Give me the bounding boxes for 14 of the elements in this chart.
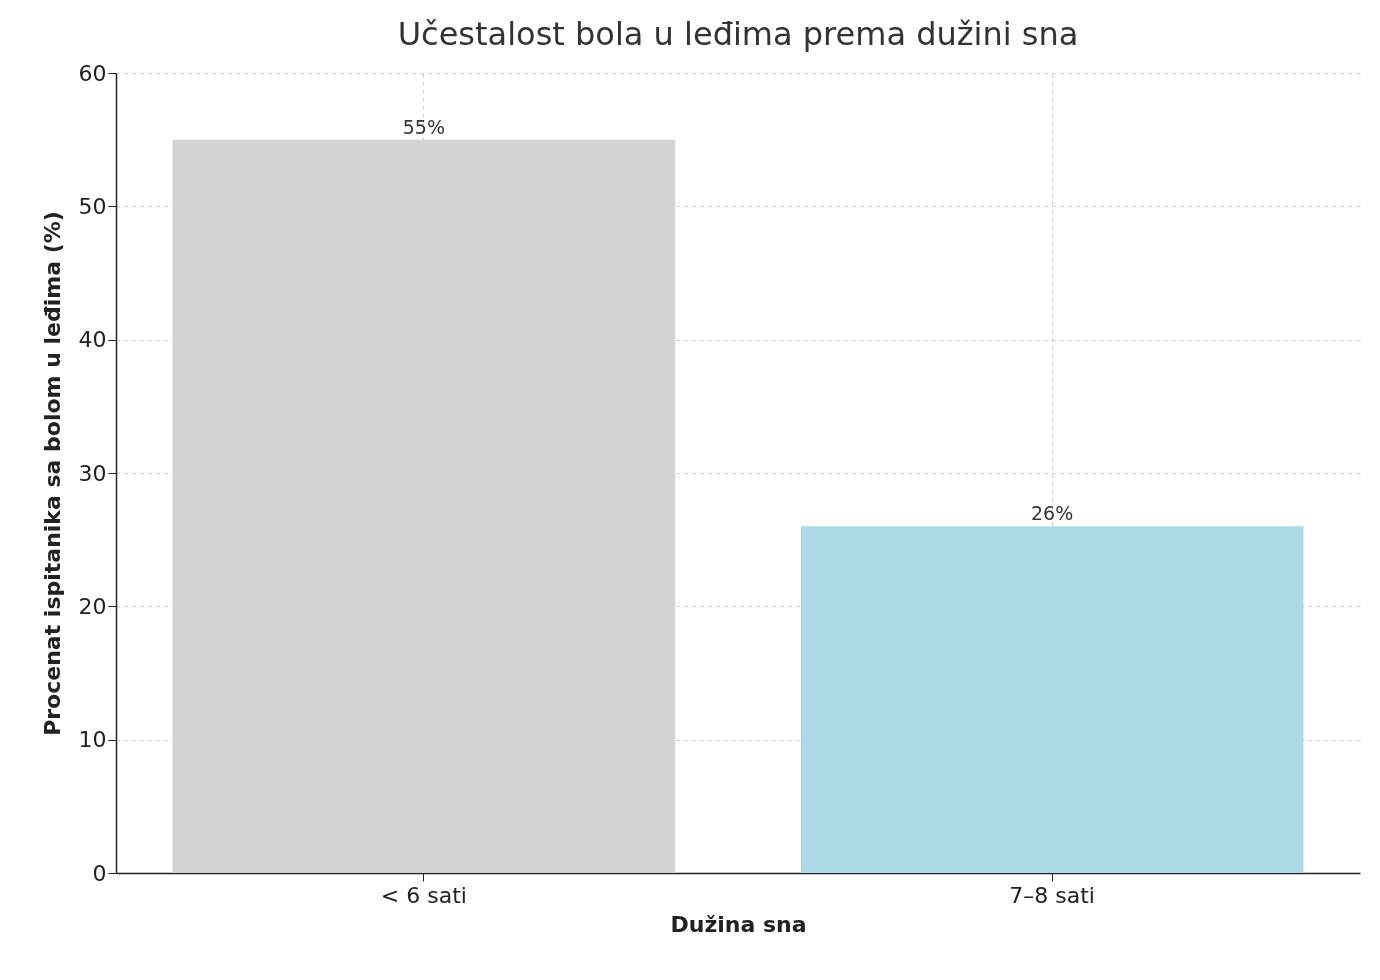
y-axis-title: Procenat ispitanika sa bolom u leđima (%)	[39, 211, 65, 736]
chart-title: Učestalost bola u leđima prema dužini sna	[397, 15, 1079, 53]
data-label: 55%	[402, 115, 445, 138]
y-tick-label: 40	[78, 327, 107, 353]
x-tick-label: < 6 sati	[380, 882, 467, 908]
data-label: 26%	[1031, 502, 1074, 525]
y-tick-label: 0	[92, 860, 107, 886]
y-tick-label: 20	[78, 593, 107, 619]
y-tick-label: 50	[78, 193, 107, 219]
x-tick-label: 7–8 sati	[1009, 882, 1095, 908]
x-axis-title: Dužina sna	[670, 911, 807, 937]
y-tick-label: 60	[78, 60, 107, 86]
y-tick-label: 10	[78, 727, 107, 753]
y-tick-label: 30	[78, 460, 107, 486]
